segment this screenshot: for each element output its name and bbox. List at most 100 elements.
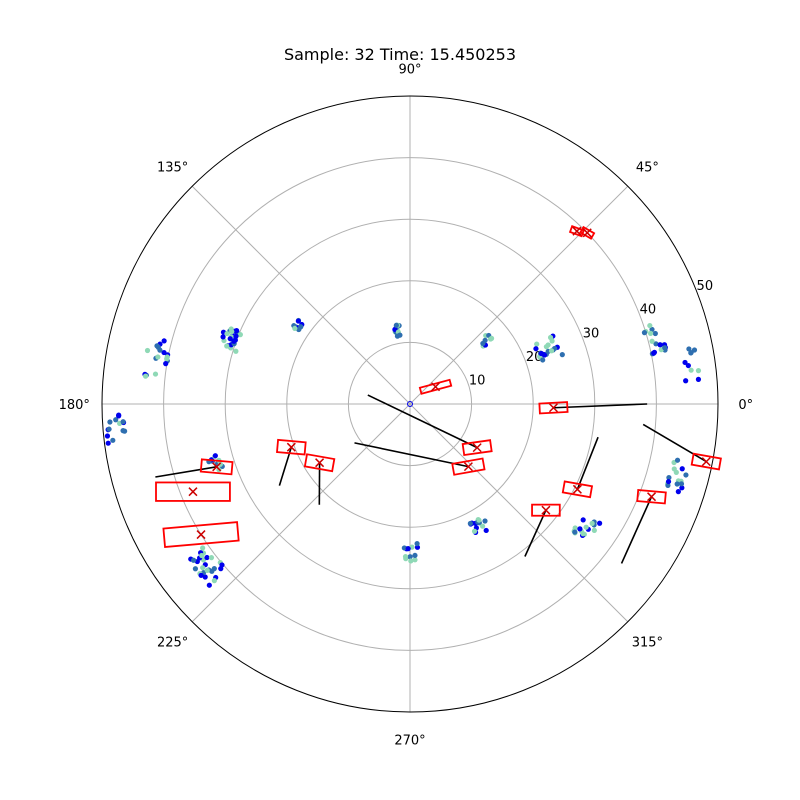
scan-point [204,567,210,573]
scan-point [217,461,223,467]
object-box-group [579,225,596,240]
object-center-marker [572,484,582,494]
object-box-group [199,458,234,476]
track-line [155,466,217,478]
scan-point [152,371,159,377]
scan-point [683,472,689,478]
object-box [636,489,667,505]
scan-point [401,545,407,551]
chart-title: Sample: 32 Time: 15.450253 [283,45,517,64]
object-center-marker [541,505,551,515]
scan-point [652,330,658,337]
scan-point [393,322,399,328]
origin-marker [407,401,413,407]
scan-point [691,347,698,353]
scan-point [675,489,681,495]
scan-point [580,517,586,523]
scan-point [233,333,239,339]
scan-point [116,413,122,419]
scan-point [674,481,680,487]
scan-point [204,554,210,561]
object-box [538,401,569,415]
r-tick-label: 10 [469,373,486,388]
scan-point [666,474,672,481]
r-tick-label: 40 [640,303,657,318]
scan-point [155,354,161,360]
scan-point [120,428,126,434]
object-box-group [561,480,594,499]
scan-point [674,457,681,463]
scan-point [683,378,689,384]
scan-point [211,578,217,584]
track-line [642,423,707,463]
object-center-marker [188,487,198,497]
scan-point [198,572,204,578]
scan-point [471,528,478,534]
scan-point [190,557,197,563]
object-center-marker [315,458,325,468]
track-line [576,436,599,490]
angular-gridline [191,403,411,623]
scan-point [142,373,149,379]
object-box [531,503,561,517]
object-box [303,453,336,473]
object-center-marker [582,228,592,238]
object-box-group [451,457,486,476]
scan-point [154,343,160,349]
theta-tick-label: 180° [59,398,90,413]
scan-point [591,527,597,533]
scan-point [106,426,112,432]
scan-point [202,574,208,580]
scan-point [206,582,212,588]
scan-point [665,482,671,489]
object-box-group [538,401,569,415]
scan-point [405,546,411,552]
scan-point [583,524,589,530]
scan-point [649,338,655,344]
scan-point [534,341,540,347]
object-center-marker [196,530,206,540]
scan-point [641,330,648,336]
scan-point [227,336,233,342]
scan-point [402,553,409,560]
scan-point [110,437,116,443]
scan-point [234,328,240,334]
object-box [276,438,307,456]
theta-tick-label: 270° [394,734,425,749]
object-center-marker [572,226,582,236]
scan-point [647,322,653,329]
scan-point [533,346,539,352]
scan-point [653,341,659,347]
theta-tick-label: 315° [632,635,663,650]
scan-point [224,330,230,337]
scan-point [200,545,206,551]
scan-point [572,529,578,535]
scan-point [657,342,663,348]
object-center-marker [212,462,222,472]
scan-point [120,419,126,425]
object-box-group [690,452,722,471]
scan-point [577,526,583,532]
scan-point [483,527,489,534]
scan-point [688,367,694,373]
scan-point [547,334,554,341]
scan-point [559,352,565,358]
scan-point [647,330,654,336]
track-line [553,403,648,409]
scan-point [144,347,151,354]
scan-point [662,345,668,351]
object-center-marker [463,462,473,472]
scan-point [208,555,215,561]
scan-point [163,361,169,367]
scan-point [104,433,111,439]
object-box-group [636,489,667,505]
object-box [451,457,486,476]
theta-tick-label: 90° [398,62,421,77]
angular-gridline [191,185,411,405]
scan-point [105,440,111,446]
scan-point [237,332,243,338]
scan-point [679,466,685,472]
object-box-group [303,453,336,473]
track-line [367,394,478,449]
